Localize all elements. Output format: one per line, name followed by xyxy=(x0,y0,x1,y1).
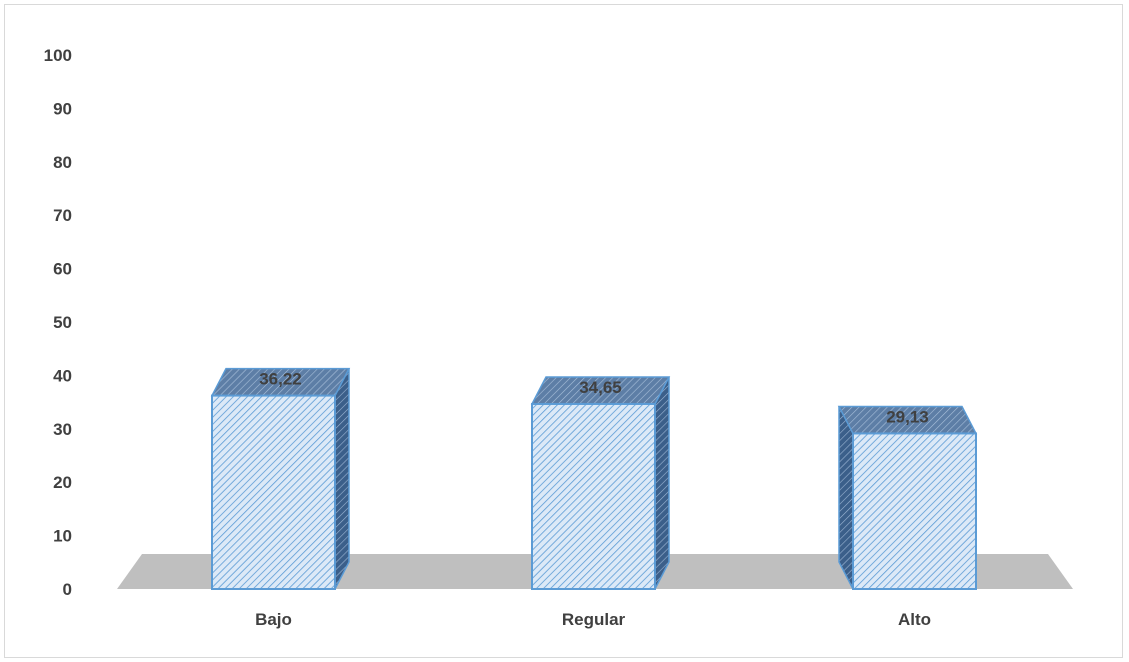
x-tick-label: Bajo xyxy=(255,610,292,629)
y-tick-label: 70 xyxy=(53,206,72,225)
bar-front-face xyxy=(531,402,656,590)
bar-alto: 29,13 xyxy=(837,405,978,590)
y-tick-label: 100 xyxy=(44,46,72,65)
data-label: 36,22 xyxy=(259,370,302,389)
bar-side-face xyxy=(654,376,670,590)
bar-front-face xyxy=(852,432,977,590)
y-tick-label: 10 xyxy=(53,527,72,546)
data-label: 29,13 xyxy=(886,407,929,426)
bar-bajo: 36,22 xyxy=(210,367,351,590)
y-tick-label: 20 xyxy=(53,473,72,492)
y-tick-label: 90 xyxy=(53,99,72,118)
y-tick-label: 50 xyxy=(53,313,72,332)
data-label: 34,65 xyxy=(579,378,622,397)
y-axis: 0 10 20 30 40 50 60 70 80 90 100 xyxy=(44,46,72,599)
x-axis: Bajo Regular Alto xyxy=(255,610,931,629)
y-tick-label: 80 xyxy=(53,153,72,172)
bar-series: 36,22 34,65 29,13 xyxy=(210,367,978,590)
bar-side-face xyxy=(838,406,854,590)
y-tick-label: 0 xyxy=(63,580,72,599)
bar-front-face xyxy=(211,394,336,590)
y-tick-label: 40 xyxy=(53,366,72,385)
y-tick-label: 60 xyxy=(53,260,72,279)
x-tick-label: Regular xyxy=(562,610,626,629)
bar-regular: 34,65 xyxy=(530,376,671,590)
bar-side-face xyxy=(334,368,350,590)
x-tick-label: Alto xyxy=(898,610,931,629)
y-tick-label: 30 xyxy=(53,420,72,439)
